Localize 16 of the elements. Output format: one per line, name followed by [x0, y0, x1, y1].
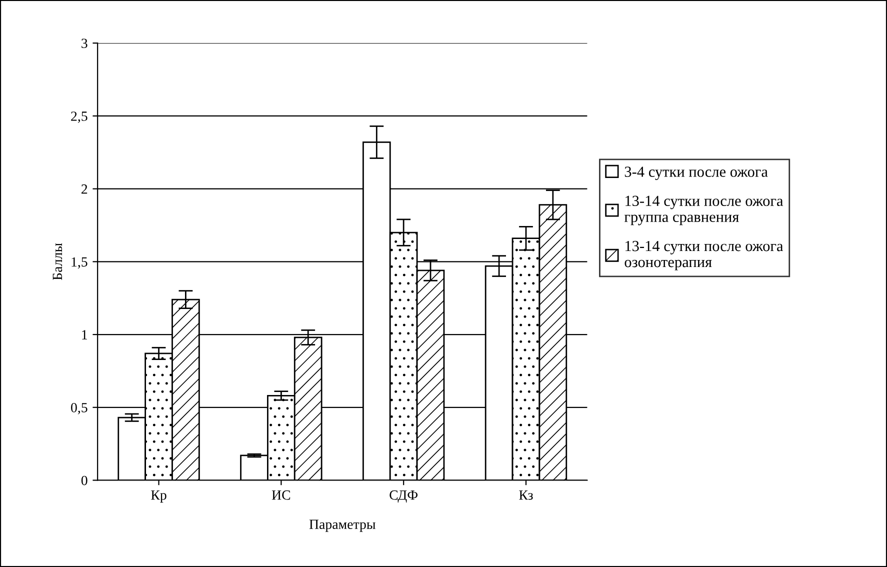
y-tick-label: 0 — [81, 476, 88, 486]
x-tick-label: Кз — [519, 490, 533, 500]
y-axis-title: Баллы — [52, 243, 62, 280]
y-tick-label: 1 — [82, 330, 88, 340]
x-tick-label: СДФ — [390, 490, 418, 503]
x-tick-label: ИС — [272, 490, 290, 500]
y-tick-label: 0,5 — [71, 402, 88, 414]
y-tick-label: 1,5 — [72, 257, 88, 269]
x-axis-title: Параметры — [309, 520, 376, 532]
legend-label: 3-4 сутки после ожога — [624, 166, 768, 180]
x-tick-label: Кр — [151, 490, 166, 503]
legend-label: 13-14 сутки после ожога группа сравнения — [624, 196, 784, 226]
legend-label: 13-14 сутки после ожога озонотерапия — [624, 240, 784, 270]
y-tick-label: 2,5 — [71, 112, 88, 123]
y-tick-label: 3 — [82, 38, 88, 48]
y-tick-label: 2 — [82, 184, 88, 194]
